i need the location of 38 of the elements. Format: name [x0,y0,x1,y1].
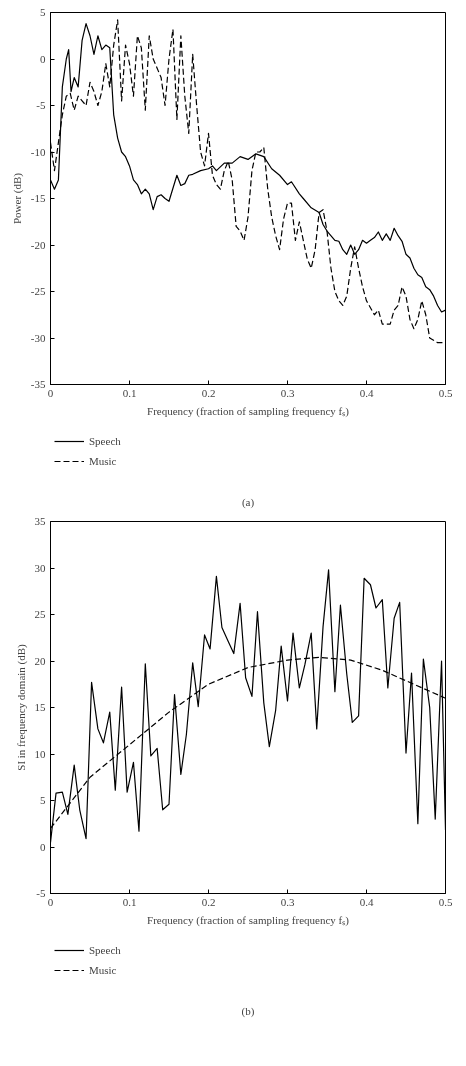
x-tick-label: 0.1 [122,895,137,908]
y-axis-title: SI in frequency domain (dB) [14,643,28,771]
y-tick-label: 0 [40,840,46,853]
y-tick-label: -25 [30,285,46,297]
y-tick-label: -20 [30,238,46,251]
legend-label: Music [89,964,117,976]
x-axis-title: Frequency (fraction of sampling frequency fₛ) [147,404,350,418]
text: (a) [241,495,255,509]
y-tick-label: 5 [40,794,46,806]
x-tick-label: 0.2 [201,386,216,399]
x-tick-label: 0.4 [359,386,374,399]
y-tick-label: 0 [40,52,46,65]
y-tick-label: -5 [36,99,46,111]
legend-label: Speech [89,435,121,447]
x-tick-label: 0.5 [438,386,453,399]
y-tick-label: 35 [34,515,46,527]
x-tick-label: 0.4 [359,895,374,908]
y-tick-label: 15 [34,701,46,713]
y-tick-label: -35 [30,378,46,390]
y-axis-title: Power (dB) [10,172,24,225]
x-tick-label: 0.5 [438,895,453,908]
x-tick-label: 0.1 [122,386,137,399]
legend-label: Music [89,455,117,467]
y-tick-label: -30 [30,331,46,344]
legend-label: Speech [89,944,121,956]
x-tick-label: 0.3 [280,895,295,908]
y-tick-label: 5 [40,6,46,18]
y-tick-label: 25 [34,608,46,620]
x-tick-label: 0.3 [280,386,295,399]
y-tick-label: 30 [34,561,46,574]
y-tick-label: -5 [36,887,46,899]
y-tick-label: 10 [34,747,46,760]
y-tick-label: -15 [30,192,46,204]
x-tick-label: 0.2 [201,895,216,908]
y-tick-label: 20 [34,654,46,667]
text: (b) [241,1004,255,1018]
x-axis-title: Frequency (fraction of sampling frequency fₛ) [147,913,350,927]
y-tick-label: -10 [30,145,46,158]
